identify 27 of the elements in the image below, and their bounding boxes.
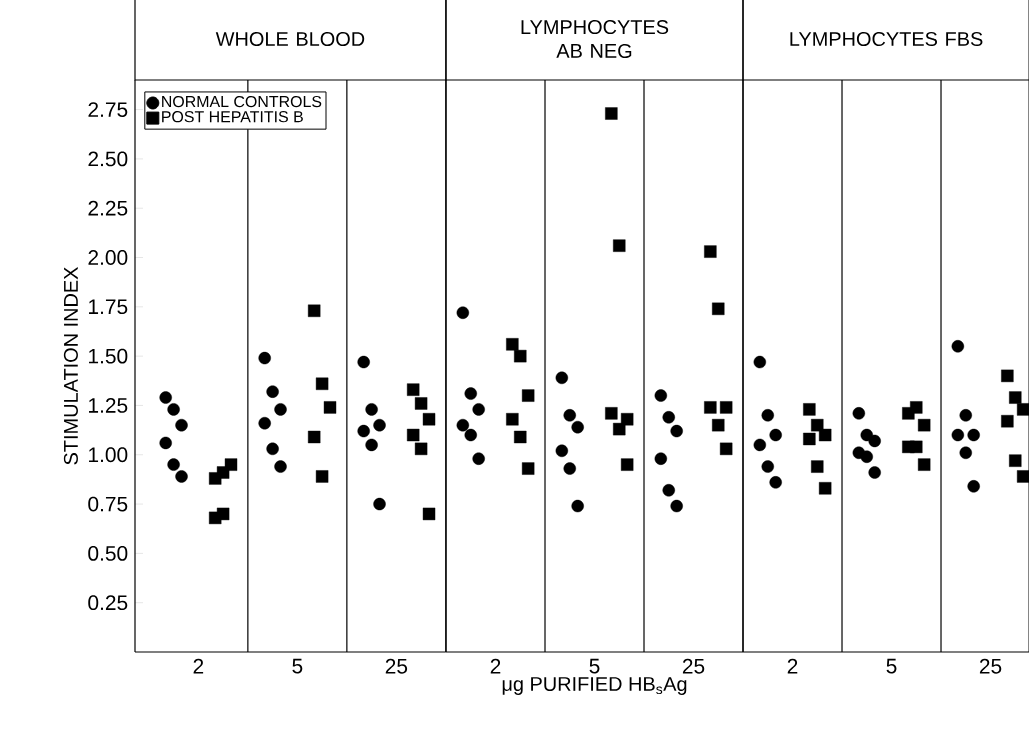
y-tick-label: 0.50 [88,545,128,561]
x-tick-label: 25 [385,658,408,674]
chart-title: WHOLE BLOOD [215,31,365,47]
x-tick-label: 25 [682,658,705,674]
y-tick-label: 2.25 [88,200,128,216]
y-tick-label: 0.25 [88,595,128,611]
y-tick-label: 1.50 [89,348,128,364]
x-tick-label: 5 [886,658,897,674]
y-tick-label: 0.75 [88,496,128,512]
y-tick-label: 2.50 [88,151,128,167]
y-tick-label: 1.25 [89,398,128,413]
legend-label: POST HEPATITIS B [162,111,303,123]
chart-title: LYMPHOCYTES FBS [790,31,983,47]
y-tick-label: 2.00 [88,250,128,265]
x-tick-label: 2 [787,658,798,674]
y-axis-title: STIMULATION INDEX [63,266,78,465]
x-tick-label: 2 [193,658,204,674]
y-tick-label: 2.75 [88,102,128,117]
x-axis-title: μg PURIFIED HB$_{s}$Ag [502,677,687,695]
chart-title: LYMPHOCYTES AB NEG [521,19,669,58]
x-tick-label: 25 [979,658,1002,674]
y-tick-label: 1.75 [89,299,128,315]
x-tick-label: 2 [490,658,501,674]
y-tick-label: 1.00 [89,447,128,463]
x-tick-label: 5 [589,658,600,674]
x-tick-label: 5 [292,658,303,674]
legend-label: NORMAL CONTROLS [162,95,322,108]
